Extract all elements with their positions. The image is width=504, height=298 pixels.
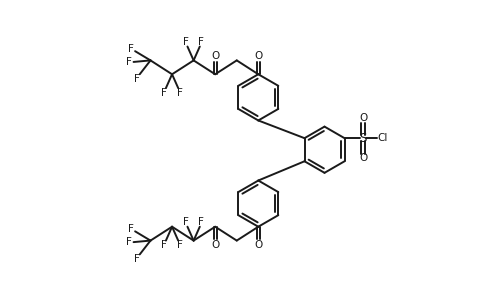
Text: O: O bbox=[211, 51, 219, 61]
Text: O: O bbox=[254, 51, 263, 61]
Text: F: F bbox=[134, 74, 140, 84]
Text: F: F bbox=[183, 37, 189, 47]
Text: F: F bbox=[161, 88, 167, 98]
Text: O: O bbox=[211, 240, 219, 250]
Text: F: F bbox=[161, 240, 167, 250]
Text: F: F bbox=[199, 217, 204, 227]
Text: F: F bbox=[199, 37, 204, 47]
Text: O: O bbox=[254, 240, 263, 250]
Text: O: O bbox=[359, 113, 367, 123]
Text: O: O bbox=[359, 153, 367, 163]
Text: F: F bbox=[126, 57, 132, 67]
Text: F: F bbox=[128, 44, 134, 54]
Text: F: F bbox=[183, 217, 189, 227]
Text: F: F bbox=[126, 237, 132, 247]
Text: Cl: Cl bbox=[378, 133, 388, 143]
Text: F: F bbox=[177, 240, 182, 250]
Text: F: F bbox=[177, 88, 182, 98]
Text: F: F bbox=[128, 224, 134, 234]
Text: F: F bbox=[134, 254, 140, 264]
Text: S: S bbox=[359, 132, 367, 145]
